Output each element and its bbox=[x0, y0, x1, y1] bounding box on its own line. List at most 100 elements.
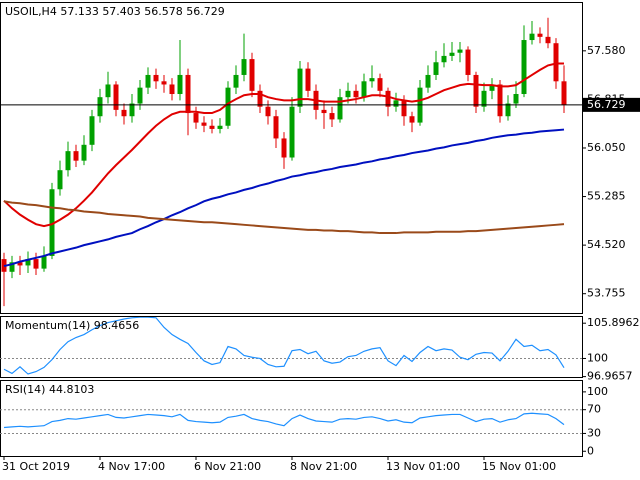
y-tick-label: 100 bbox=[587, 385, 608, 398]
candle-body bbox=[41, 255, 47, 269]
current-price-label: 56.729 bbox=[587, 98, 626, 111]
candle-body bbox=[217, 125, 223, 129]
candle-body bbox=[249, 59, 255, 91]
candle-body bbox=[353, 90, 359, 98]
candle-body bbox=[393, 100, 399, 107]
candle-body bbox=[225, 87, 231, 126]
y-tick-label: 0 bbox=[587, 444, 594, 457]
candle-body bbox=[257, 90, 263, 107]
indicator-line bbox=[3, 412, 565, 429]
candle-body bbox=[161, 81, 167, 85]
panel-frame bbox=[0, 2, 583, 314]
candle-body bbox=[473, 74, 479, 107]
candle-body bbox=[97, 97, 103, 117]
x-tick-label: 8 Nov 21:00 bbox=[290, 460, 357, 473]
plot-area bbox=[3, 317, 565, 375]
candle-body bbox=[193, 113, 199, 123]
panel-title: USOIL,H4 57.133 57.403 56.578 56.729 bbox=[5, 5, 225, 18]
moving-average bbox=[3, 128, 565, 268]
candle-body bbox=[177, 74, 183, 95]
candle-body bbox=[513, 94, 519, 104]
candle-body bbox=[329, 113, 335, 120]
moving-average bbox=[3, 62, 564, 228]
candle-body bbox=[305, 68, 311, 91]
candle-body bbox=[401, 100, 407, 117]
y-tick-label: 54.520 bbox=[587, 238, 626, 251]
y-tick-label: 30 bbox=[587, 426, 601, 439]
candle-body bbox=[209, 125, 215, 129]
candle-body bbox=[297, 68, 303, 107]
candle-body bbox=[73, 151, 79, 161]
y-tick-label: 100 bbox=[587, 351, 608, 364]
panel-frame bbox=[0, 380, 583, 457]
candle-body bbox=[361, 81, 367, 98]
candle-body bbox=[497, 84, 503, 117]
candle-body bbox=[145, 74, 151, 88]
indicator-line bbox=[3, 317, 565, 375]
candle-body bbox=[545, 36, 551, 44]
plot-area bbox=[1, 17, 567, 307]
candle-body bbox=[153, 74, 159, 82]
candle-body bbox=[89, 116, 95, 145]
candle-body bbox=[105, 84, 111, 98]
candle-body bbox=[369, 78, 375, 82]
candle-body bbox=[281, 138, 287, 158]
candle-body bbox=[537, 33, 543, 37]
candle-body bbox=[65, 151, 71, 171]
panel-title: RSI(14) 44.8103 bbox=[5, 383, 94, 396]
candle-body bbox=[449, 52, 455, 56]
candle-body bbox=[113, 84, 119, 110]
candle-body bbox=[129, 103, 135, 117]
candle-body bbox=[49, 189, 55, 256]
candle-body bbox=[345, 90, 351, 98]
y-tick-label: 53.755 bbox=[587, 287, 626, 300]
candle-body bbox=[137, 87, 143, 104]
candle-body bbox=[241, 59, 247, 75]
candle-body bbox=[25, 259, 31, 266]
candle-body bbox=[273, 116, 279, 139]
candle-body bbox=[489, 84, 495, 91]
x-tick-label: 15 Nov 01:00 bbox=[482, 460, 556, 473]
candle-body bbox=[385, 90, 391, 107]
candle-body bbox=[457, 49, 463, 53]
candle-body bbox=[505, 103, 511, 117]
candle-body bbox=[481, 90, 487, 107]
candle-body bbox=[201, 122, 207, 126]
candle-body bbox=[233, 74, 239, 88]
current-price-box bbox=[583, 97, 640, 112]
candle-body bbox=[529, 33, 535, 41]
candle-body bbox=[57, 170, 63, 190]
moving-average bbox=[3, 200, 565, 235]
x-tick-label: 6 Nov 21:00 bbox=[194, 460, 261, 473]
candle-body bbox=[337, 97, 343, 120]
candle-body bbox=[377, 78, 383, 91]
candle-body bbox=[425, 74, 431, 88]
candle-body bbox=[265, 106, 271, 117]
candle-body bbox=[9, 262, 15, 272]
candle-body bbox=[561, 81, 567, 105]
candle-body bbox=[33, 259, 39, 269]
candle-body bbox=[465, 49, 471, 75]
y-tick-label: 96.9657 bbox=[587, 370, 633, 383]
candle-body bbox=[185, 74, 191, 114]
y-tick-label: 55.285 bbox=[587, 190, 626, 203]
candle-body bbox=[81, 144, 87, 161]
plot-area bbox=[3, 412, 565, 429]
panel-title: Momentum(14) 98.4656 bbox=[5, 319, 139, 332]
candle-body bbox=[553, 43, 559, 82]
candle-body bbox=[521, 40, 527, 95]
y-tick-label: 57.580 bbox=[587, 44, 626, 57]
candle-body bbox=[409, 116, 415, 123]
candle-body bbox=[289, 106, 295, 158]
candle-body bbox=[169, 84, 175, 95]
candle-body bbox=[121, 109, 127, 117]
x-tick-label: 13 Nov 01:00 bbox=[386, 460, 460, 473]
x-tick-label: 4 Nov 17:00 bbox=[98, 460, 165, 473]
candle-body bbox=[433, 62, 439, 75]
panel-frame bbox=[0, 316, 583, 378]
x-tick-label: 31 Oct 2019 bbox=[2, 460, 70, 473]
y-tick-label: 70 bbox=[587, 403, 601, 416]
candle-body bbox=[441, 55, 447, 63]
candle-body bbox=[17, 262, 23, 266]
